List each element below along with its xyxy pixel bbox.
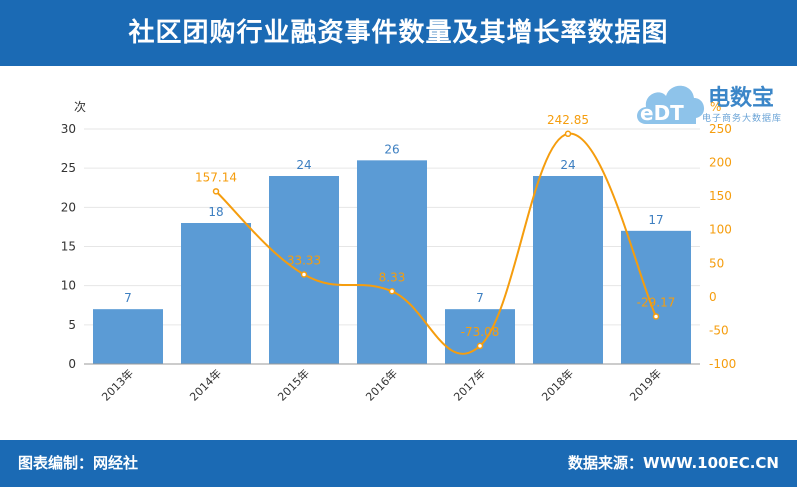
line-point	[564, 130, 572, 138]
line-point	[652, 313, 660, 320]
bar-value-label: 24	[296, 158, 311, 172]
left-tick-label: 20	[61, 200, 76, 214]
bar	[445, 309, 515, 364]
x-tick-label: 2014年	[187, 366, 224, 403]
line-point	[388, 288, 396, 295]
bar	[269, 176, 339, 364]
x-tick-label: 2015年	[275, 366, 312, 403]
left-tick-label: 25	[61, 161, 76, 175]
bar-value-label: 26	[384, 142, 399, 156]
x-tick-label: 2016年	[363, 366, 400, 403]
right-tick-label: -100	[709, 357, 736, 371]
logo-mark: eDT	[640, 101, 684, 125]
right-tick-label: 100	[709, 223, 732, 237]
line-value-label: -29.17	[637, 295, 676, 309]
left-tick-label: 30	[61, 122, 76, 136]
footer-source-left: 图表编制：网经社	[18, 454, 139, 472]
bar	[93, 309, 163, 364]
left-tick-label: 15	[61, 240, 76, 254]
line-value-label: 157.14	[195, 170, 237, 184]
bar	[533, 176, 603, 364]
right-tick-label: 50	[709, 256, 724, 270]
left-tick-label: 0	[68, 357, 76, 371]
footer-banner: 图表编制：网经社 数据来源：WWW.100EC.CN	[0, 440, 797, 487]
x-tick-label: 2013年	[99, 366, 136, 403]
right-tick-label: 0	[709, 290, 717, 304]
line-point	[212, 188, 220, 195]
logo-sub-text: 电子商务大数据库	[702, 114, 783, 124]
right-axis: -100 -50 0 50 100 150 200 250%	[709, 100, 736, 371]
left-tick-label: 5	[68, 318, 76, 332]
bar	[357, 160, 427, 364]
footer-source-right: 数据来源：WWW.100EC.CN	[568, 454, 779, 472]
x-tick-label: 2017年	[451, 366, 488, 403]
bar	[181, 223, 251, 364]
header-banner: 社区团购行业融资事件数量及其增长率数据图	[0, 0, 797, 66]
line-value-label: 242.85	[547, 113, 589, 127]
bar-value-label: 17	[648, 213, 663, 227]
line-value-label: 33.33	[287, 253, 321, 267]
right-tick-label: 200	[709, 156, 732, 170]
line-point	[300, 271, 308, 278]
bar-value-label: 18	[208, 205, 223, 219]
bar-value-label: 7	[124, 291, 132, 305]
logo-main-text: 电数宝	[708, 86, 775, 111]
left-axis-unit: 次	[74, 100, 86, 114]
logo: eDT 电数宝 电子商务大数据库	[632, 74, 792, 134]
bar-value-label: 24	[560, 158, 575, 172]
right-axis-unit: %	[710, 100, 721, 114]
data-labels: 7 18 24 26 7 24 17 157.14 33.33 8.33 -73.08 242.85 -…	[124, 113, 675, 339]
right-tick-label: -50	[709, 323, 729, 337]
line-value-label: -73.08	[461, 325, 500, 339]
bar-value-label: 7	[476, 291, 484, 305]
line-point	[476, 342, 484, 350]
chart-area: 0 5 10 15 20 25 30 次 -100 -50 0 50 100 150 200 250% 20…	[61, 100, 737, 404]
left-axis: 0 5 10 15 20 25 30 次	[61, 100, 86, 371]
x-tick-label: 2018年	[539, 366, 576, 403]
line-value-label: 8.33	[379, 270, 406, 284]
right-tick-label: 250	[709, 122, 732, 136]
right-tick-label: 150	[709, 189, 732, 203]
cloud-logo-icon: eDT	[637, 85, 705, 125]
x-axis: 2013年 2014年 2015年 2016年 2017年 2018年 2019年	[84, 363, 700, 404]
x-tick-label: 2019年	[627, 366, 664, 403]
chart-title: 社区团购行业融资事件数量及其增长率数据图	[128, 18, 669, 48]
line-series	[212, 130, 660, 355]
bar-series	[93, 160, 691, 364]
left-tick-label: 10	[61, 279, 76, 293]
